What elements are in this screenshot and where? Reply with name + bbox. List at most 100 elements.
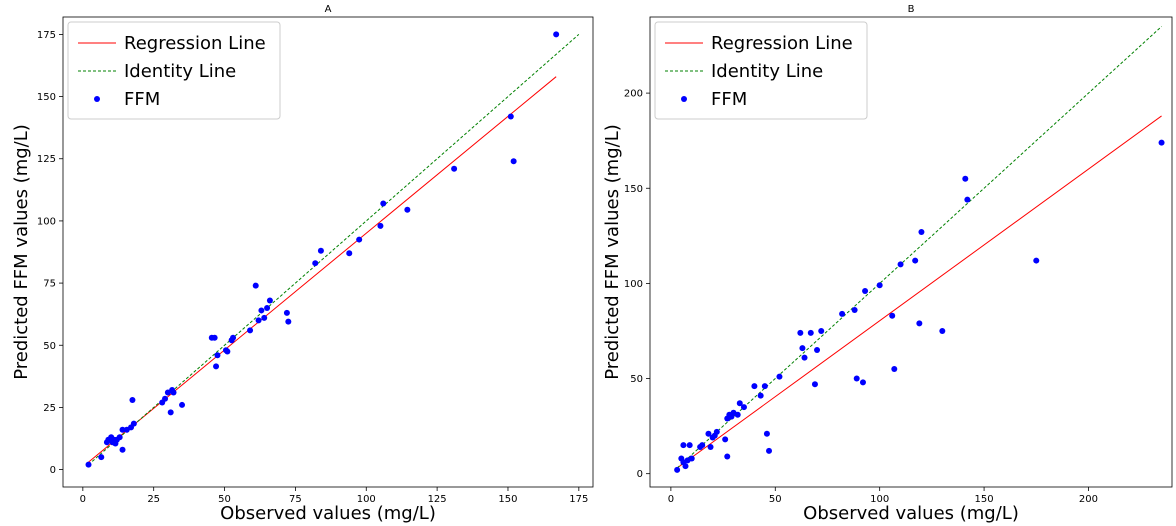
y-axis-title: Predicted FFM values (mg/L): [11, 124, 32, 380]
data-point: [129, 396, 136, 403]
data-point: [451, 165, 458, 172]
data-point: [162, 395, 169, 402]
panel-b: B 0 50 100 150 200 0 50 100 150 200 Observed values…: [602, 4, 1173, 524]
data-point: [119, 426, 126, 433]
data-point: [705, 430, 712, 437]
data-point: [688, 455, 695, 462]
data-point: [252, 282, 259, 289]
data-point: [801, 354, 808, 361]
data-point: [255, 317, 262, 324]
x-tick-label: 0: [80, 494, 86, 505]
data-point: [862, 288, 869, 295]
data-point: [285, 318, 292, 325]
x-tick-label: 25: [147, 494, 160, 505]
data-point: [224, 348, 231, 355]
chart-title: B: [908, 4, 915, 15]
x-tick-label: 100: [357, 494, 376, 505]
data-point: [214, 352, 221, 359]
data-point: [736, 400, 743, 407]
x-axis-title: Observed values (mg/L): [803, 503, 1019, 524]
data-point: [724, 453, 731, 460]
data-point: [797, 329, 804, 336]
data-point: [356, 236, 363, 243]
legend-box: [67, 21, 281, 120]
data-point: [761, 383, 768, 390]
identity-line: [88, 34, 580, 465]
legend-label: FFM: [711, 89, 747, 110]
data-point: [247, 327, 254, 334]
data-point: [119, 446, 126, 453]
data-point: [734, 411, 741, 418]
x-tick-label: 150: [975, 494, 994, 505]
data-point: [939, 327, 946, 334]
regression-line: [88, 76, 557, 463]
data-point: [889, 312, 896, 319]
data-point: [722, 436, 729, 443]
y-tick-label: 100: [37, 216, 56, 227]
data-point: [757, 392, 764, 399]
y-axis-title: Predicted FFM values (mg/L): [602, 124, 623, 380]
data-point: [918, 229, 925, 236]
regression-line: [676, 115, 1162, 469]
data-point: [258, 307, 265, 314]
data-point: [811, 381, 818, 388]
plot-frame: [62, 16, 594, 488]
y-tick-label: 125: [37, 154, 56, 165]
data-point: [1033, 257, 1040, 264]
plot-frame: [649, 16, 1173, 488]
data-point: [766, 447, 773, 454]
data-point: [264, 304, 271, 311]
panel-a: A 0 25 50 75 100 125 150 175 0 25 50 75 100 125 150 175 O…: [11, 4, 594, 524]
data-point: [897, 261, 904, 268]
x-tick-label: 50: [218, 494, 231, 505]
y-tick-label: 25: [43, 403, 56, 414]
data-point: [170, 389, 177, 396]
data-point: [891, 366, 898, 373]
y-tick-label: 150: [37, 92, 56, 103]
data-point: [740, 404, 747, 411]
data-point: [317, 247, 324, 254]
data-point: [799, 345, 806, 352]
data-point: [179, 401, 186, 408]
data-point: [312, 260, 319, 267]
data-point: [763, 430, 770, 437]
legend-label: Identity Line: [711, 61, 823, 82]
x-tick-label: 150: [498, 494, 517, 505]
data-point: [814, 346, 821, 353]
data-point: [839, 310, 846, 317]
x-tick-label: 75: [289, 494, 302, 505]
y-tick-label: 0: [50, 465, 56, 476]
data-point: [346, 250, 353, 257]
data-point: [962, 175, 969, 182]
y-tick-label: 0: [637, 469, 643, 480]
data-point: [1158, 139, 1165, 146]
legend-marker: [681, 96, 687, 102]
x-tick-label: 125: [428, 494, 447, 505]
y-tick-label: 75: [43, 279, 56, 290]
data-point: [377, 222, 384, 229]
data-point: [707, 444, 714, 451]
y-tick-label: 175: [37, 30, 56, 41]
data-point: [283, 309, 290, 316]
data-point: [167, 409, 174, 416]
data-point: [964, 196, 971, 203]
data-point: [699, 442, 706, 449]
legend-label: Regression Line: [124, 33, 266, 54]
data-point: [876, 282, 883, 289]
data-point: [130, 420, 137, 427]
data-point: [85, 461, 92, 468]
x-tick-label: 175: [569, 494, 588, 505]
y-tick-label: 50: [43, 341, 56, 352]
data-point: [213, 363, 220, 370]
data-point: [553, 31, 560, 38]
data-point: [674, 466, 681, 473]
legend-label: Identity Line: [124, 61, 236, 82]
x-axis-title: Observed values (mg/L): [220, 503, 436, 524]
data-point: [751, 383, 758, 390]
data-point: [404, 206, 411, 213]
y-tick-label: 200: [624, 89, 643, 100]
data-point: [853, 375, 860, 382]
data-point: [776, 373, 783, 380]
y-tick-label: 150: [624, 184, 643, 195]
